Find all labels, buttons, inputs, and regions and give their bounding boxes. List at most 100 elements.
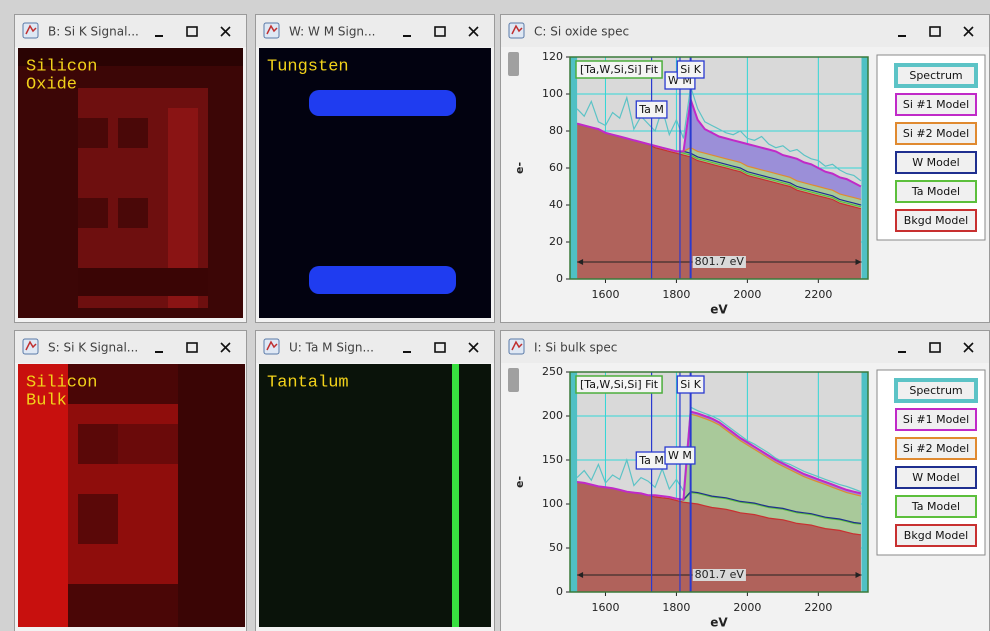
legend-item — [895, 524, 977, 547]
title-bar — [501, 15, 989, 47]
close-button[interactable] — [468, 342, 479, 353]
close-button[interactable] — [468, 26, 479, 37]
title-bar — [15, 331, 246, 363]
close-button[interactable] — [220, 342, 231, 353]
plot-frame — [569, 371, 869, 593]
window-icon — [263, 338, 280, 355]
x-axis-label: eV — [710, 303, 728, 317]
x-tick-label: 2200 — [804, 601, 832, 614]
window-icon — [508, 22, 525, 39]
window-title: U: Ta M Sign... — [289, 341, 374, 355]
image-label: Silicon — [26, 57, 97, 76]
close-button[interactable] — [220, 26, 231, 37]
close-button[interactable] — [963, 342, 974, 353]
window-title: S: Si K Signal... — [48, 341, 138, 355]
image-region — [78, 268, 208, 296]
span-label: 801.7 eV — [695, 255, 745, 268]
image-region — [118, 198, 148, 228]
image-region — [78, 494, 118, 544]
window-title: W: W M Sign... — [289, 25, 375, 39]
legend-item — [895, 151, 977, 174]
legend-label: Bkgd Model — [904, 529, 968, 542]
image-region — [78, 118, 108, 148]
marker-label-box — [635, 100, 668, 119]
legend-label: Si #1 Model — [903, 98, 969, 111]
window: W: W M Sign... Tungsten — [255, 14, 495, 323]
image-label: Oxide — [26, 75, 77, 94]
legend-label: Bkgd Model — [904, 214, 968, 227]
x-tick-label: 1600 — [591, 288, 619, 301]
marker-label-box — [664, 446, 696, 465]
marker-label-box — [676, 375, 705, 394]
scroll-thumb — [508, 52, 519, 76]
maximize-button[interactable] — [186, 26, 198, 37]
title-bar — [501, 331, 989, 363]
legend-item — [895, 209, 977, 232]
maximize-button[interactable] — [929, 26, 941, 37]
x-tick-label: 1600 — [591, 601, 619, 614]
image-region — [452, 364, 459, 627]
image-label: Silicon — [26, 373, 97, 392]
maximize-button[interactable] — [186, 342, 198, 353]
image-label: Bulk — [26, 391, 67, 410]
window-icon-glyph — [511, 340, 523, 351]
maximize-button[interactable] — [434, 26, 446, 37]
window-icon-glyph — [25, 24, 37, 35]
close-button[interactable] — [963, 26, 974, 37]
series-area — [577, 123, 861, 279]
window-icon — [22, 338, 39, 355]
x-axis-label: eV — [710, 616, 728, 630]
window: I: Si bulk spec 0 50 100 150 200 250 1600 1800 20… — [500, 330, 990, 631]
maximize-button[interactable] — [929, 342, 941, 353]
y-tick-label: 120 — [542, 50, 563, 63]
series-line — [576, 86, 862, 182]
title-bar — [256, 331, 494, 363]
marker-label: Si K — [680, 63, 702, 76]
window-icon — [22, 22, 39, 39]
image-label: Tungsten — [267, 57, 349, 76]
window-title: C: Si oxide spec — [534, 25, 629, 39]
scroll-thumb — [508, 368, 519, 392]
window-icon-glyph — [511, 24, 523, 35]
image-region — [118, 424, 178, 464]
x-tick-label: 2000 — [733, 601, 761, 614]
maximize-button[interactable] — [434, 342, 446, 353]
span-label-bg — [692, 256, 746, 268]
window: C: Si oxide spec 0 20 40 60 80 100 120 1600 1800 2… — [500, 14, 990, 323]
image-label: Tantalum — [267, 373, 349, 392]
plot-frame — [569, 56, 869, 280]
legend-label: Si #2 Model — [903, 442, 969, 455]
image-region — [18, 48, 243, 66]
legend-item — [895, 408, 977, 431]
window-icon-glyph — [266, 24, 278, 35]
x-tick-label: 1800 — [662, 601, 690, 614]
legend-item — [894, 378, 978, 403]
window-title: I: Si bulk spec — [534, 341, 617, 355]
x-tick-label: 2000 — [733, 288, 761, 301]
window-icon-glyph — [25, 340, 37, 351]
image-region — [118, 118, 148, 148]
roi-bar — [570, 372, 578, 592]
fit-label: [Ta,W,Si,Si] Fit — [580, 378, 659, 391]
window-title: B: Si K Signal... — [48, 25, 139, 39]
legend-label: Ta Model — [911, 185, 960, 198]
marker-label: Ta M — [638, 454, 664, 467]
roi-bar — [861, 372, 868, 592]
y-tick-label: 200 — [542, 409, 563, 422]
window-icon — [508, 338, 525, 355]
legend-item — [895, 495, 977, 518]
y-tick-label: 80 — [549, 124, 563, 137]
y-tick-label: 0 — [556, 585, 563, 598]
legend-label: Spectrum — [909, 69, 962, 82]
marker-label: Ta M — [638, 103, 664, 116]
legend-item — [895, 122, 977, 145]
y-axis-label: e- — [513, 476, 526, 488]
legend-label: Si #1 Model — [903, 413, 969, 426]
window-icon — [263, 22, 280, 39]
y-tick-label: 150 — [542, 453, 563, 466]
y-tick-label: 0 — [556, 272, 563, 285]
series-line — [576, 99, 862, 188]
